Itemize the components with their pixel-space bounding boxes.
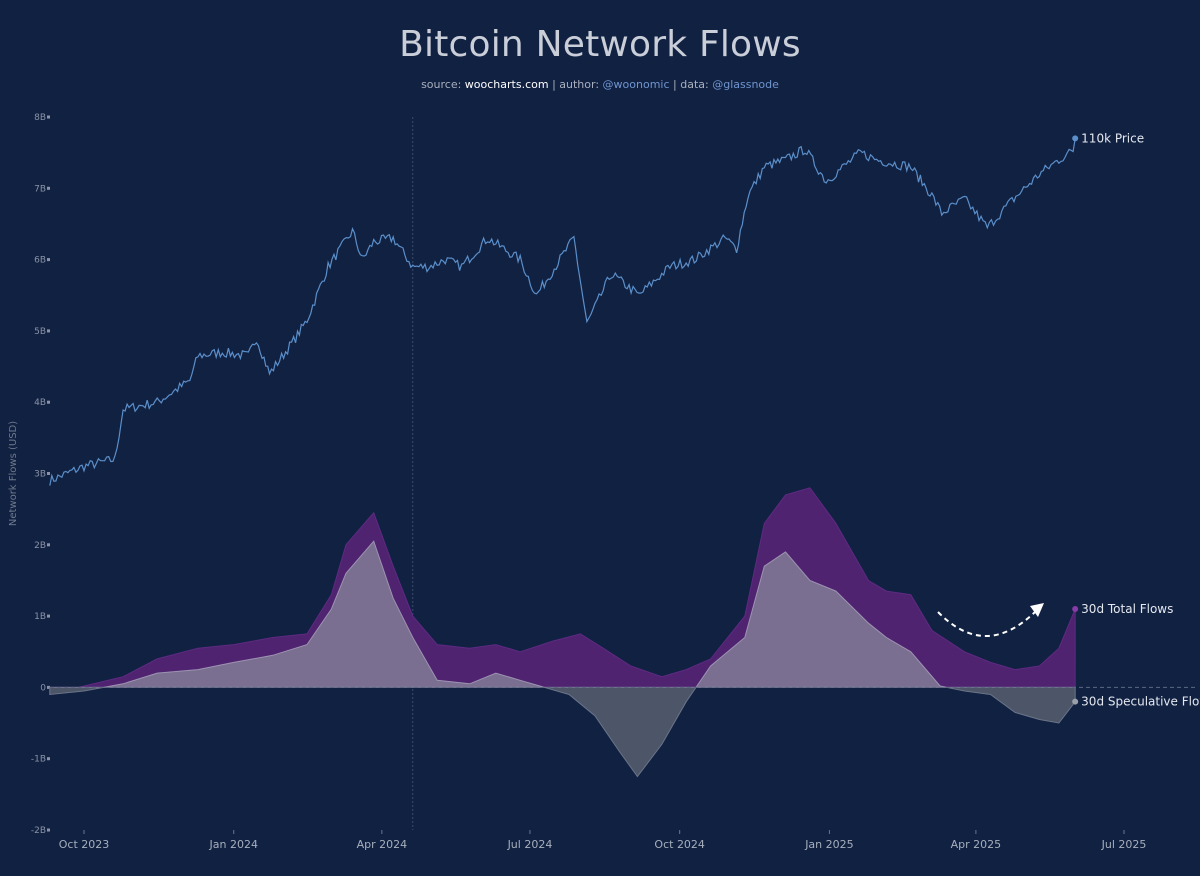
y-tick-label: -2B [31, 826, 46, 836]
y-tick-label: 2B [34, 541, 46, 551]
x-tick-label: Jan 2024 [209, 838, 258, 851]
y-tick-label: 4B [34, 398, 46, 408]
x-tick-label: Jan 2025 [804, 838, 853, 851]
speculative-flows-end-dot [1072, 698, 1079, 705]
x-tick-label: Jul 2025 [1101, 838, 1147, 851]
speculative-flows-area-positive [49, 540, 1076, 688]
y-tick-label: 0 [40, 683, 46, 693]
y-tick-mark [47, 614, 50, 618]
price-line [49, 138, 1076, 486]
y-tick-mark [47, 757, 50, 761]
source-link[interactable]: woocharts.com [464, 78, 549, 91]
y-tick-mark [47, 685, 50, 689]
y-tick-label: 8B [34, 113, 46, 123]
source-label: source: [421, 78, 465, 91]
total-flows-end-dot [1072, 605, 1079, 612]
y-tick-mark [47, 543, 50, 547]
speculative-flows-end-label: 30d Speculative Flows [1081, 695, 1200, 709]
x-tick-label: Jul 2024 [507, 838, 553, 851]
y-tick-mark [47, 400, 50, 404]
author-link[interactable]: @woonomic [602, 78, 670, 91]
y-tick-label: 6B [34, 256, 46, 266]
author-label: | author: [548, 78, 603, 91]
y-tick-mark [47, 186, 50, 190]
data-label: | data: [669, 78, 713, 91]
y-tick-mark [47, 258, 50, 262]
x-tick-label: Oct 2023 [59, 838, 110, 851]
y-tick-mark [47, 329, 50, 333]
y-axis-title: Network Flows (USD) [8, 421, 19, 526]
x-tick-label: Apr 2025 [951, 838, 1002, 851]
y-tick-label: -1B [31, 755, 46, 765]
trend-arrow [937, 611, 1036, 637]
chart-subtitle: source: woocharts.com | author: @woonomi… [0, 78, 1200, 91]
y-tick-label: 5B [34, 327, 46, 337]
y-tick-label: 1B [34, 612, 46, 622]
price-end-label: 110k Price [1081, 131, 1144, 145]
price-end-dot [1072, 135, 1079, 142]
y-tick-mark [47, 115, 50, 119]
y-tick-mark [47, 472, 50, 475]
total-flows-end-label: 30d Total Flows [1081, 602, 1173, 616]
data-source-link[interactable]: @glassnode [712, 78, 779, 91]
x-tick-label: Oct 2024 [654, 838, 705, 851]
y-tick-mark [47, 828, 50, 832]
speculative-flows-area-negative [49, 687, 1076, 778]
y-tick-label: 7B [34, 184, 46, 194]
trend-arrowhead [1030, 603, 1044, 617]
chart-title: Bitcoin Network Flows [399, 24, 801, 65]
y-tick-label: 3B [34, 470, 46, 480]
x-tick-label: Apr 2024 [357, 838, 408, 851]
